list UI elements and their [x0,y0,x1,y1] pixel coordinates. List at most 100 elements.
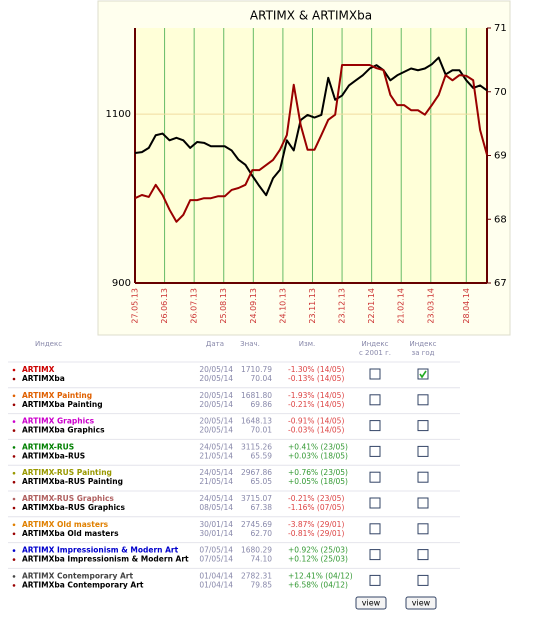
index-date: 20/05/14 [199,400,233,409]
y2-tick-label: 68 [494,214,507,225]
checkbox[interactable] [369,497,381,509]
index-date: 30/01/14 [199,520,233,529]
index-date: 24/05/14 [199,468,233,477]
index-date: 30/01/14 [199,529,233,538]
view-button[interactable] [405,596,437,610]
checkbox[interactable] [417,549,429,561]
index-name: ARTIMX Contemporary Art [22,571,133,580]
x-tick-label: 25.08.13 [219,288,228,324]
index-name: ARTIMX Impressionism & Modern Art [22,546,179,555]
index-value: 2782.31 [241,571,272,580]
index-name: ARTIMX Painting [22,391,92,400]
row-bullet [12,403,16,407]
checkbox[interactable] [417,394,429,406]
view-button-label[interactable]: view [362,599,381,608]
index-value: 2745.69 [241,520,272,529]
table-header: Индекс [361,340,388,348]
checkbox[interactable] [417,368,429,380]
index-value: 1710.79 [241,365,272,374]
checkbox[interactable] [417,445,429,457]
index-date: 20/05/14 [199,417,233,426]
index-name: ARTIMXba [22,374,65,383]
y2-tick-label: 70 [494,87,507,98]
checkbox[interactable] [369,471,381,483]
row-bullet [12,549,16,552]
index-name: ARTIMX Old masters [22,520,109,529]
index-date: 20/05/14 [199,374,233,383]
checkbox[interactable] [369,549,381,561]
index-value: 1680.29 [241,546,272,555]
index-name: ARTIMX-RUS [22,442,74,451]
index-change: -0.21% (14/05) [288,400,344,409]
index-name: ARTIMXba Painting [22,400,103,409]
row-bullet [12,497,16,501]
view-button[interactable] [355,596,387,610]
index-name: ARTIMXba-RUS Painting [22,477,123,486]
row-bullet [12,455,16,458]
index-change: +6.58% (04/12) [288,580,348,589]
checkbox[interactable] [369,368,381,380]
index-value: 65.59 [251,451,273,460]
index-date: 20/05/14 [199,391,233,400]
index-name: ARTIMX [22,365,55,374]
x-tick-label: 23.11.13 [308,288,317,324]
row-bullet [12,575,16,578]
y2-tick-label: 71 [494,23,507,34]
index-value: 74.10 [251,555,273,564]
x-tick-label: 26.06.13 [160,288,169,324]
y2-tick-label: 69 [494,151,507,162]
index-name: ARTIMXba-RUS Graphics [22,503,125,512]
view-button-label[interactable]: view [412,599,431,608]
index-change: -3.87% (29/01) [288,520,344,529]
index-date: 21/05/14 [199,477,233,486]
chart-title: ARTIMX & ARTIMXba [250,9,372,23]
index-name: ARTIMX Graphics [22,417,95,426]
row-bullet [12,368,16,372]
index-change: +12.41% (04/12) [288,571,353,580]
plot-area [135,28,487,283]
index-date: 07/05/14 [199,555,233,564]
table-header: Индекс [35,340,62,348]
checkbox[interactable] [417,523,429,535]
x-tick-label: 21.02.14 [397,288,406,324]
x-tick-label: 26.07.13 [190,288,199,324]
index-change: +0.41% (23/05) [288,442,348,451]
row-bullet [12,377,16,381]
checkbox[interactable] [417,471,429,483]
table-header: с 2001 г. [359,349,391,357]
checkbox[interactable] [369,523,381,535]
row-bullet [12,394,16,398]
index-name: ARTIMXba-RUS [22,451,85,460]
checkbox[interactable] [369,445,381,457]
index-date: 24/05/14 [199,442,233,451]
checkbox[interactable] [369,420,381,432]
index-name: ARTIMXba Graphics [22,426,105,435]
index-value: 2967.86 [241,468,272,477]
index-change: -0.03% (14/05) [288,426,344,435]
checkbox[interactable] [417,420,429,432]
index-date: 07/05/14 [199,546,233,555]
index-change: -0.21% (23/05) [288,494,344,503]
row-bullet [12,506,16,510]
index-value: 3715.07 [241,494,272,503]
index-change: -0.91% (14/05) [288,417,344,426]
checkbox[interactable] [417,574,429,586]
index-change: -1.30% (14/05) [288,365,344,374]
index-name: ARTIMXba Old masters [22,529,119,538]
row-bullet [12,584,16,587]
index-change: +0.12% (25/03) [288,555,348,564]
index-name: ARTIMXba Impressionism & Modern Art [22,555,189,564]
table-header: Индекс [409,340,436,348]
checkbox[interactable] [369,394,381,406]
checkbox[interactable] [417,497,429,509]
index-change: -0.13% (14/05) [288,374,344,383]
x-tick-label: 24.10.13 [278,288,287,324]
index-value: 70.01 [251,426,273,435]
index-value: 1648.13 [241,417,272,426]
index-value: 62.70 [251,529,273,538]
x-tick-label: 23.03.14 [426,288,435,324]
checkbox[interactable] [369,574,381,586]
x-tick-label: 22.01.14 [367,288,376,324]
index-date: 24/05/14 [199,494,233,503]
checkmark [419,370,427,379]
